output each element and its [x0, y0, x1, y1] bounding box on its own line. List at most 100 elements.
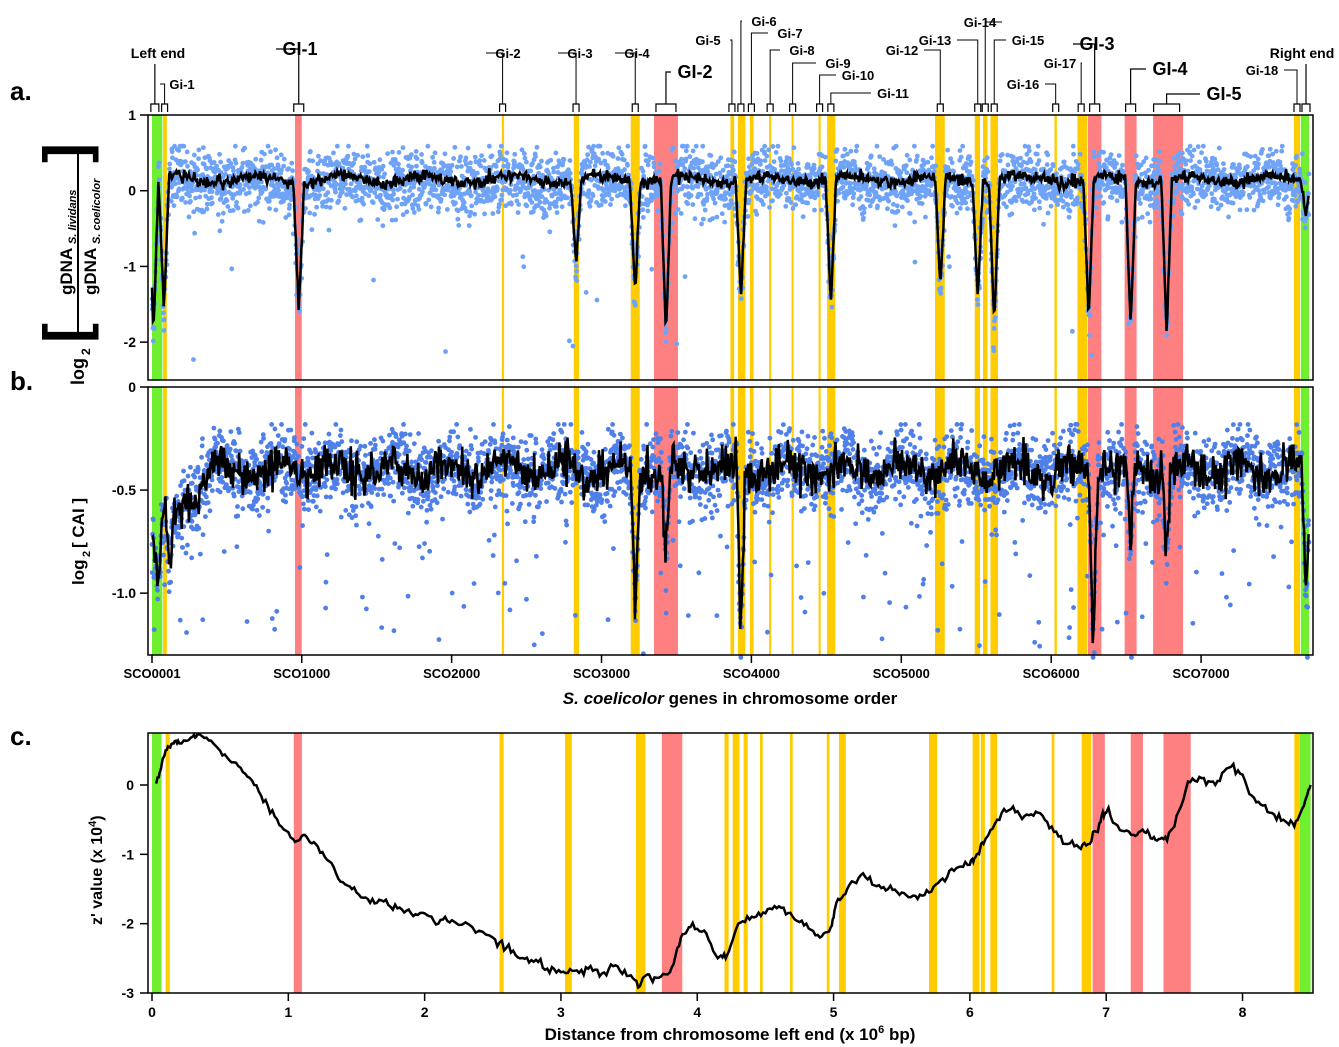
major-island-label: GI-5 — [1206, 84, 1241, 104]
panel-b-xtick-label: SCO4000 — [723, 666, 780, 681]
minor-island-leader — [615, 52, 636, 104]
minor-island-leader — [830, 92, 871, 104]
major-island-label: GI-1 — [282, 39, 317, 59]
minor-island-label: Gi-2 — [495, 46, 520, 61]
panel-b-shade-4 — [573, 387, 580, 655]
panel-letter-b: b. — [10, 366, 33, 396]
panel-c-shade-8 — [732, 733, 740, 993]
island-bracket — [572, 103, 580, 112]
island-bracket — [747, 103, 756, 112]
island-bracket — [160, 103, 169, 112]
major-island-leader — [1166, 93, 1200, 104]
panel-c-ytick-label: 0 — [126, 777, 134, 793]
island-bracket — [1052, 103, 1060, 112]
major-island-label: GI-2 — [677, 62, 712, 82]
panel-c-curve — [154, 731, 1312, 990]
panel-c-shade-20 — [1092, 733, 1105, 993]
panel-b-shade-3 — [501, 387, 505, 655]
minor-island-label: Gi-16 — [1007, 77, 1040, 92]
minor-island-label: Gi-18 — [1246, 63, 1279, 78]
panel-c-xtick-label: 0 — [148, 1004, 156, 1020]
panel-a-ytick-label: 0 — [128, 183, 136, 199]
panel-b-shade-11 — [791, 387, 794, 655]
panel-c-shade-19 — [1081, 733, 1092, 993]
panel-c-shade-4 — [565, 733, 572, 993]
major-island-label: GI-3 — [1079, 34, 1114, 54]
island-bracket — [655, 103, 677, 112]
panel-c-xtick-label: 1 — [284, 1004, 292, 1020]
panel-a-shade-12 — [818, 115, 821, 380]
panel-c-shade-6 — [661, 733, 683, 993]
panel-a-points — [149, 143, 1312, 362]
major-island-leader — [1073, 43, 1096, 104]
panel-b-shade-2 — [294, 387, 302, 655]
panel-c-z-curve — [154, 731, 1312, 990]
minor-island-label: Gi-10 — [842, 68, 875, 83]
island-bracket — [498, 103, 507, 112]
island-bracket — [990, 103, 998, 112]
panel-c-shade-0 — [152, 733, 162, 993]
minor-island-leader — [486, 52, 504, 104]
panel-a-shade-10 — [769, 115, 772, 380]
right-end-label: Right end — [1270, 45, 1335, 61]
minor-island-leader — [558, 52, 577, 104]
panel-letter-a: a. — [10, 76, 32, 106]
panel-a-shade-11 — [791, 115, 794, 380]
panel-c-ytick-label: -2 — [122, 916, 135, 932]
island-bracket — [1293, 103, 1301, 112]
panel-a-shade-24 — [1300, 115, 1309, 380]
island-bracket — [150, 103, 160, 112]
panel-a-shade-19 — [1077, 115, 1088, 380]
minor-island-label: Gi-11 — [877, 86, 909, 101]
panel-b-shade-17 — [990, 387, 998, 655]
panel-a-shade-15 — [974, 115, 980, 380]
panel-c-shade-17 — [990, 733, 998, 993]
minor-island-label: Gi-15 — [1012, 33, 1045, 48]
island-bracket — [974, 103, 982, 112]
panel-c-shade-12 — [826, 733, 830, 993]
panel-c-shade-7 — [724, 733, 729, 993]
panel-b-ytick-label: 0 — [128, 379, 136, 395]
minor-island-label: Gi-12 — [886, 43, 919, 58]
panel-a-shade-21 — [1124, 115, 1137, 380]
panel-b-points — [149, 422, 1312, 660]
panel-b-ylabel-sub: 2 — [81, 551, 93, 557]
panel-b-xtick-label: SCO6000 — [1023, 666, 1080, 681]
island-bracket — [936, 103, 944, 112]
panel-c-xlabel-end: bp) — [884, 1025, 915, 1044]
panel-a-shade-18 — [1054, 115, 1057, 380]
minor-island-label: Gi-7 — [777, 26, 802, 41]
panel-c-ylabel: z' value (x 104) — [87, 815, 106, 925]
panel-b-ytick-label: -1.0 — [112, 585, 136, 601]
panel-b-shade-15 — [974, 387, 980, 655]
panel-a-moving-average — [150, 166, 1310, 332]
panel-b-ytick-label: -0.5 — [112, 482, 136, 498]
panel-b-shade-5 — [630, 387, 640, 655]
panel-b-xtick-label: SCO1000 — [273, 666, 330, 681]
panel-b-shade-13 — [827, 387, 836, 655]
panel-c-shade-16 — [980, 733, 985, 993]
minor-island-label: Gi-13 — [919, 33, 952, 48]
major-island-leader — [665, 71, 671, 104]
panel-b-shade-9 — [749, 387, 754, 655]
panel-c-ylabel-end: ) — [89, 815, 106, 820]
minor-island-label: Gi-1 — [169, 77, 194, 92]
minor-island-leader — [819, 74, 836, 104]
panel-c-ytick-label: -1 — [122, 846, 135, 862]
panel-c-frame — [147, 732, 1314, 994]
panel-a-ytick-label: 1 — [128, 107, 136, 123]
panel-b-shade-14 — [935, 387, 945, 655]
panel-c-shade-3 — [499, 733, 504, 993]
panel-c-shaded-regions — [152, 733, 1311, 993]
panel-a-shade-23 — [1294, 115, 1301, 380]
panel-c-xtick-label: 6 — [966, 1004, 974, 1020]
panel-a-ytick-label: -1 — [124, 258, 137, 274]
panel-c-xtick-label: 8 — [1239, 1004, 1247, 1020]
panel-a-bracket-right: ] — [32, 143, 99, 163]
panel-a-ylabel-log: log — [68, 358, 88, 385]
minor-island-leader — [730, 39, 733, 104]
panel-b-shade-12 — [818, 387, 821, 655]
minor-island-leader — [750, 32, 768, 104]
minor-island-leader — [740, 20, 742, 104]
